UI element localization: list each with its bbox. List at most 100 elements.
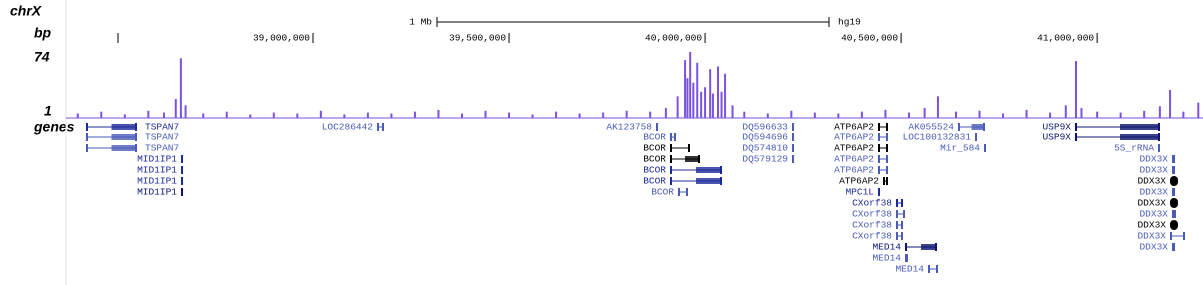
gene-label: MID1IP1 (137, 187, 177, 198)
gene-label: DDX3X (1139, 242, 1168, 253)
gene-exon (1158, 144, 1160, 152)
gene-exon (792, 155, 794, 163)
gene-exon (1173, 155, 1175, 163)
signal-bar (76, 113, 79, 118)
signal-bar (179, 58, 182, 118)
signal-bar (225, 111, 228, 118)
gene-exon (792, 133, 794, 141)
gene-label: ATP6AP2 (839, 176, 879, 187)
bp-label: bp (34, 25, 52, 41)
gene-label: ATP6AP2 (834, 154, 874, 165)
scale-label: 1 Mb (409, 17, 432, 28)
signal-bar (184, 105, 187, 118)
signal-bar (163, 112, 166, 118)
signal-bar (978, 110, 981, 118)
gene-exon (181, 177, 183, 185)
signal-bar (174, 99, 177, 118)
gene-exon (181, 188, 183, 196)
gene-exon (928, 265, 930, 273)
gene-exon (792, 123, 794, 131)
signal-bar (1096, 111, 1099, 118)
gene-label: MED14 (872, 242, 901, 253)
x-tick-label: 40,500,000 (841, 33, 898, 44)
signal-bar (717, 66, 720, 118)
gene-label: ATP6AP2 (834, 132, 874, 143)
gene-label: BCOR (643, 154, 666, 165)
gene-exon (670, 133, 672, 141)
gene-label: BCOR (643, 176, 666, 187)
gene-label: MED14 (872, 253, 901, 264)
signal-bar (664, 108, 667, 118)
gene-block (685, 156, 700, 162)
signal-bar (343, 114, 346, 118)
signal-bar (1182, 111, 1185, 118)
gene-exon (878, 144, 880, 152)
x-tick-label: 41,000,000 (1037, 33, 1094, 44)
signal-bar (720, 91, 723, 118)
gene-exon (1075, 123, 1077, 131)
gene-exon (1173, 243, 1175, 251)
gene-exon (1075, 133, 1077, 141)
gene-exon (936, 265, 938, 273)
signal-bar (1074, 61, 1077, 118)
gene-glyph (1170, 198, 1178, 208)
gene-label: BCOR (643, 165, 666, 176)
x-tick-label: 39,000,000 (253, 33, 310, 44)
gene-exon (1173, 188, 1175, 196)
gene-exon (1173, 166, 1175, 174)
gene-exon (181, 155, 183, 163)
signal-bar (1002, 113, 1005, 118)
gene-exon (901, 199, 903, 207)
gene-exon (1172, 210, 1174, 218)
gene-label: DDX3X (1137, 176, 1166, 187)
signal-bar (100, 111, 103, 118)
gene-exon (670, 155, 672, 163)
gene-glyph (1170, 220, 1178, 230)
signal-bar (860, 111, 863, 118)
gene-block (1120, 134, 1160, 140)
gene-label: DDX3X (1137, 231, 1166, 242)
gene-exon (878, 123, 880, 131)
gene-exon (656, 123, 658, 131)
gene-block (1120, 124, 1160, 130)
signal-bar (676, 96, 679, 118)
gene-exon (901, 221, 903, 229)
gene-exon (670, 144, 672, 152)
gene-label: LOC286442 (322, 122, 374, 133)
gene-exon (878, 155, 880, 163)
gene-label: AK123758 (606, 122, 652, 133)
gene-label: MPC1L (845, 187, 874, 198)
gene-exon (886, 133, 888, 141)
gene-label: DQ574810 (742, 143, 788, 154)
gene-exon (688, 144, 690, 152)
gene-exon (896, 232, 898, 240)
gene-label: CXorf38 (852, 198, 892, 209)
signal-bar (954, 111, 957, 118)
gene-exon (896, 199, 898, 207)
signal-bar (724, 73, 727, 118)
signal-bar (625, 110, 628, 118)
gene-block (696, 167, 722, 173)
gene-label: MED14 (895, 264, 924, 275)
gene-label: DDX3X (1139, 209, 1168, 220)
gene-exon (86, 123, 88, 131)
gene-exon (382, 123, 384, 131)
signal-bar (766, 113, 769, 118)
signal-bar (907, 112, 910, 118)
gene-label: USP9X (1042, 122, 1071, 133)
gene-label: ATP6AP2 (834, 165, 874, 176)
signal-bar (884, 109, 887, 118)
signal-bar (272, 112, 275, 118)
gene-exon (1183, 232, 1185, 240)
y-min-label: 1 (44, 103, 52, 119)
y-max-label: 74 (34, 49, 50, 65)
signal-bar (578, 113, 581, 118)
chrom-label: chrX (10, 3, 43, 19)
x-tick-label: 39,500,000 (449, 33, 506, 44)
signal-bar (1197, 102, 1200, 118)
gene-exon (886, 144, 888, 152)
signal-bar (1049, 112, 1052, 118)
scale-bar (436, 17, 830, 27)
gene-exon (905, 243, 907, 251)
